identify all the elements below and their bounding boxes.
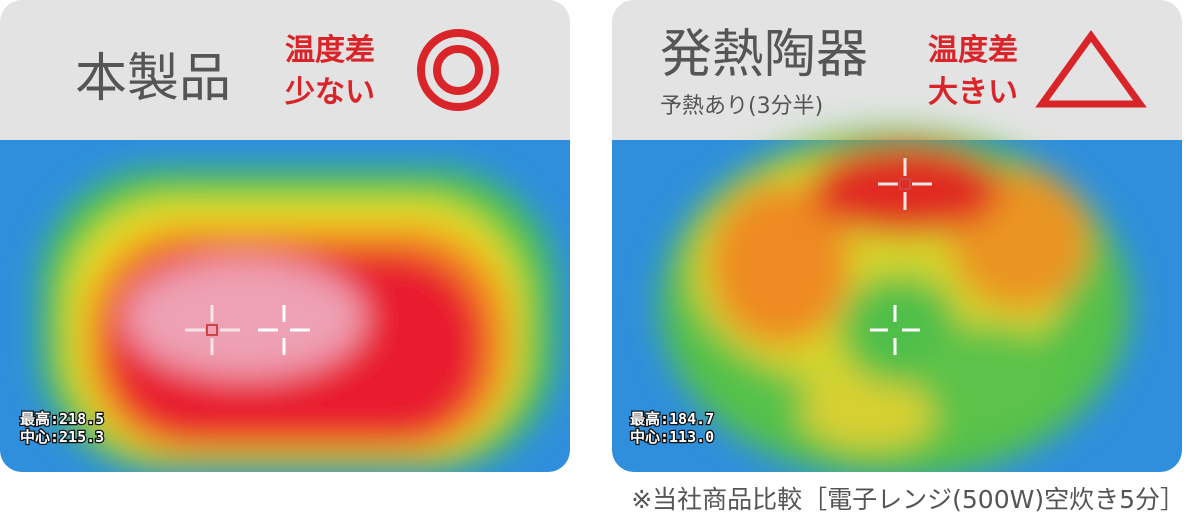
badge-line: 大きい <box>928 75 1018 110</box>
readout: 中心:215.3 <box>20 428 104 446</box>
badge-line: 少ない <box>285 75 375 110</box>
panel-title: 本製品 <box>75 49 231 109</box>
panel-subtitle: 予熱あり(3分半) <box>660 94 823 119</box>
badge-line: 温度差 <box>928 33 1018 68</box>
heat-map <box>40 170 555 470</box>
badge-line: 温度差 <box>285 33 375 68</box>
crosshair <box>185 305 240 355</box>
readout: 最高:184.7 <box>630 410 714 428</box>
header <box>612 0 1182 140</box>
crosshair <box>870 305 920 355</box>
panel-title: 発熱陶器 <box>660 25 868 85</box>
crosshair <box>258 305 310 355</box>
readout: 中心:113.0 <box>630 428 714 446</box>
crosshair <box>878 158 932 210</box>
triangle-icon <box>1035 30 1147 108</box>
footnote: ※当社商品比較［電子レンジ(500W)空炊き5分］ <box>631 485 1185 514</box>
double-circle-icon <box>417 29 499 111</box>
readout: 最高:218.5 <box>20 410 104 428</box>
